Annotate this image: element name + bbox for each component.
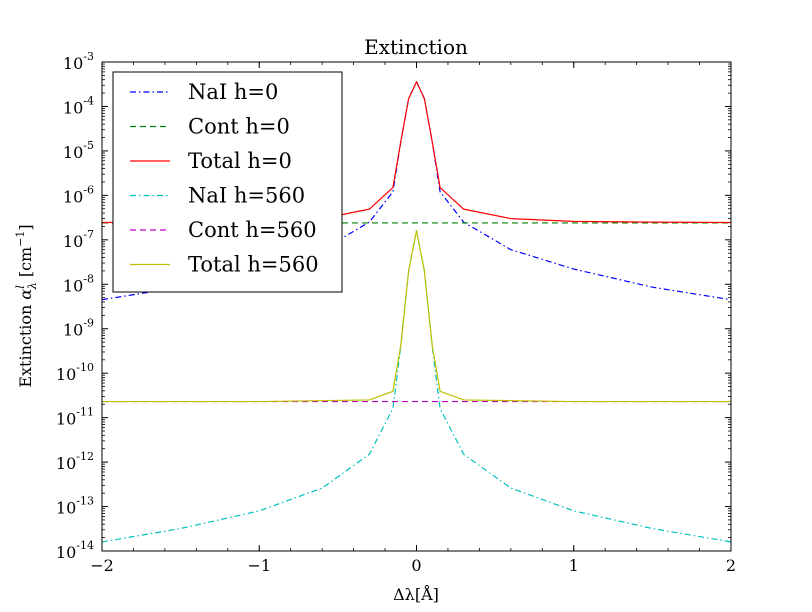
legend-label-5: Total h=560	[188, 253, 319, 277]
legend-label-4: Cont h=560	[188, 218, 317, 242]
y-tick-label-0: 10-3	[63, 50, 94, 73]
y-tick-label-9: 10-12	[56, 450, 94, 473]
y-tick-label-4: 10-7	[63, 228, 94, 251]
legend-label-0: NaI h=0	[188, 80, 278, 104]
legend-label-2: Total h=0	[188, 149, 292, 173]
legend-label-1: Cont h=0	[188, 115, 290, 139]
x-tick-label-3: 1	[569, 556, 579, 575]
series-line-5	[102, 230, 731, 403]
x-tick-label-0: −2	[90, 556, 114, 575]
y-tick-label-10: 10-13	[56, 495, 94, 518]
x-tick-label-2: 0	[411, 556, 421, 575]
x-tick-label-1: −1	[247, 556, 271, 575]
y-tick-label-7: 10-10	[56, 361, 94, 384]
legend-label-3: NaI h=560	[188, 184, 305, 208]
y-tick-label-6: 10-9	[63, 317, 94, 340]
y-tick-label-3: 10-6	[63, 183, 94, 206]
chart-title: Extinction	[364, 35, 468, 59]
y-tick-label-11: 10-14	[56, 539, 94, 562]
legend-box	[112, 71, 343, 293]
x-axis-title: Δλ[Å]	[393, 584, 439, 604]
y-tick-label-5: 10-8	[63, 272, 94, 295]
x-tick-label-4: 2	[726, 556, 736, 575]
y-tick-label-1: 10-4	[63, 94, 94, 117]
legend: NaI h=0 Cont h=0 Total h=0 NaI h=560 Cont h=…	[112, 71, 343, 293]
y-axis-title: Extinction αlλ [cm−1]	[14, 224, 39, 387]
y-tick-label-2: 10-5	[63, 139, 94, 162]
y-tick-label-8: 10-11	[56, 406, 94, 429]
plot-area: −2 −1 0 1 2 10-3 10-4 10-5 10-6 10-7 10-8 10-9 10-10…	[56, 50, 736, 575]
